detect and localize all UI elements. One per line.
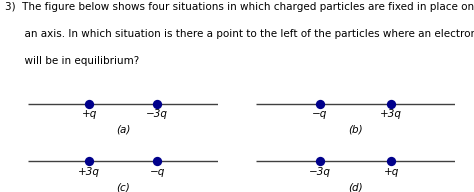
Point (316, 102, 323, 105)
Text: (a): (a) (116, 125, 130, 135)
Text: −q: −q (312, 109, 328, 119)
Point (85, 102, 93, 105)
Point (388, 102, 395, 105)
Text: 3)  The figure below shows four situations in which charged particles are fixed : 3) The figure below shows four situation… (5, 2, 474, 12)
Text: will be in equilibrium?: will be in equilibrium? (5, 56, 139, 66)
Text: −3q: −3q (146, 109, 168, 119)
Text: +q: +q (82, 109, 97, 119)
Text: +3q: +3q (78, 167, 100, 177)
Text: an axis. In which situation is there a point to the left of the particles where : an axis. In which situation is there a p… (5, 29, 474, 39)
Point (316, 160, 323, 163)
Text: (b): (b) (348, 125, 363, 135)
Point (85, 160, 93, 163)
Text: +q: +q (383, 167, 399, 177)
Text: +3q: +3q (380, 109, 402, 119)
Text: −q: −q (150, 167, 165, 177)
Text: (d): (d) (348, 182, 363, 192)
Text: −3q: −3q (309, 167, 331, 177)
Point (388, 160, 395, 163)
Point (154, 102, 161, 105)
Point (154, 160, 161, 163)
Text: (c): (c) (116, 182, 130, 192)
